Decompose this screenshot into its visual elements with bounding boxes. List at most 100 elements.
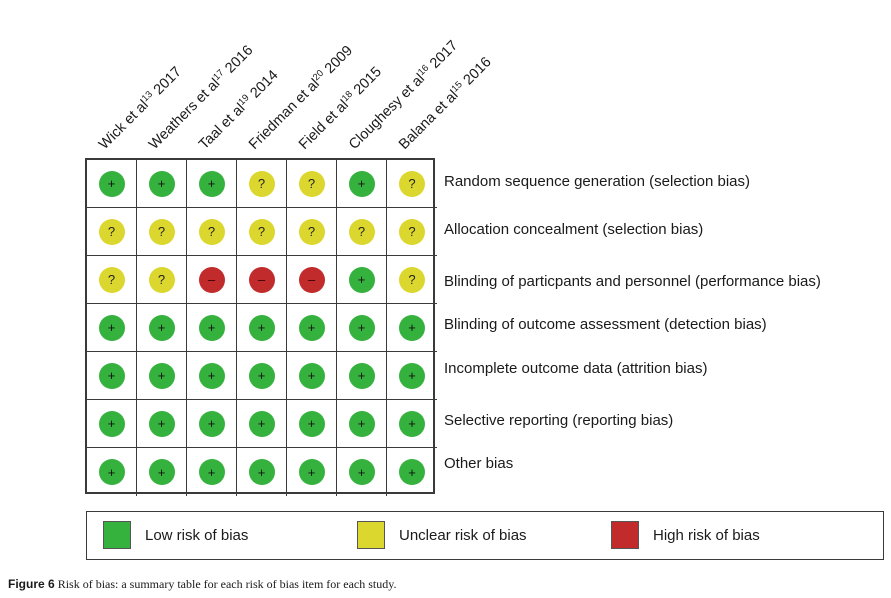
grid-cell: + — [337, 160, 387, 208]
bias-item-label: Blinding of outcome assessment (detectio… — [444, 316, 767, 333]
unclear-risk-dot: ? — [98, 266, 125, 293]
study-year: 2015 — [350, 63, 385, 99]
low-risk-dot: + — [348, 410, 375, 437]
unclear-risk-dot: ? — [148, 266, 175, 293]
unclear-risk-dot: ? — [298, 218, 325, 245]
grid-cell: + — [287, 304, 337, 352]
bias-item-label: Random sequence generation (selection bi… — [444, 173, 751, 190]
grid-cell: + — [387, 304, 437, 352]
grid-cell: + — [137, 400, 187, 448]
unclear-risk-dot: ? — [98, 218, 125, 245]
grid-cell: ? — [137, 208, 187, 256]
grid-cell: + — [387, 400, 437, 448]
grid-cell: + — [237, 448, 287, 496]
low-risk-dot: + — [399, 362, 425, 389]
study-year: 2017 — [427, 37, 462, 72]
unclear-risk-dot: ? — [248, 218, 275, 245]
study-year: 2016 — [460, 54, 495, 89]
study-year: 2017 — [150, 63, 185, 99]
grid-cell: + — [87, 304, 137, 352]
study-year: 2014 — [247, 67, 282, 102]
low-risk-dot: + — [98, 314, 125, 341]
grid-cell: ? — [237, 208, 287, 256]
low-risk-dot: + — [348, 362, 375, 389]
low-risk-dot: + — [198, 459, 225, 485]
grid-cell: + — [187, 304, 237, 352]
grid-cell: – — [187, 256, 237, 304]
grid-cell: + — [87, 448, 137, 496]
legend-swatch-high — [611, 521, 639, 549]
unclear-risk-dot: ? — [399, 266, 425, 293]
unclear-risk-dot: ? — [198, 218, 225, 245]
grid-cell: ? — [337, 208, 387, 256]
grid-cell: + — [87, 352, 137, 400]
grid-cell: + — [237, 304, 287, 352]
grid-cell: + — [287, 352, 337, 400]
grid-cell: + — [337, 400, 387, 448]
grid-cell: ? — [137, 256, 187, 304]
low-risk-dot: + — [348, 314, 375, 341]
low-risk-dot: + — [198, 410, 225, 437]
grid-cell: + — [387, 352, 437, 400]
low-risk-dot: + — [248, 459, 275, 485]
low-risk-dot: + — [399, 314, 425, 341]
legend-item-high: High risk of bias — [611, 521, 760, 549]
grid-cell: + — [187, 448, 237, 496]
low-risk-dot: + — [399, 410, 425, 437]
risk-of-bias-grid: + + +?? +?????????? – – – +? + + + + + + + + + + + + + + + + + + +… — [85, 158, 437, 496]
legend: Low risk of bias Unclear risk of bias Hi… — [86, 511, 884, 560]
figure-caption: Figure 6 Risk of bias: a summary table f… — [8, 577, 396, 592]
bias-item-label: Allocation concealment (selection bias) — [444, 221, 704, 238]
grid-cell: + — [87, 160, 137, 208]
high-risk-dot: – — [298, 266, 325, 293]
grid-cell: ? — [387, 208, 437, 256]
unclear-risk-dot: ? — [399, 218, 425, 245]
grid-cell: + — [187, 352, 237, 400]
low-risk-dot: + — [98, 410, 125, 437]
grid-cell: + — [187, 400, 237, 448]
low-risk-dot: + — [198, 314, 225, 341]
unclear-risk-dot: ? — [248, 170, 275, 197]
study-name: Wick et al — [96, 97, 152, 153]
grid-cell: + — [187, 160, 237, 208]
low-risk-dot: + — [148, 170, 175, 197]
high-risk-dot: – — [198, 266, 225, 293]
low-risk-dot: + — [98, 170, 125, 197]
grid-cell: ? — [387, 160, 437, 208]
low-risk-dot: + — [148, 314, 175, 341]
legend-item-unclear: Unclear risk of bias — [357, 521, 527, 549]
grid-cell: ? — [87, 256, 137, 304]
legend-label-low: Low risk of bias — [145, 526, 249, 544]
low-risk-dot: + — [198, 170, 225, 197]
low-risk-dot: + — [348, 170, 375, 197]
low-risk-dot: + — [98, 459, 125, 485]
legend-label-high: High risk of bias — [653, 526, 760, 544]
grid-cell: ? — [387, 256, 437, 304]
bias-item-label: Incomplete outcome data (attrition bias) — [444, 360, 708, 377]
unclear-risk-dot: ? — [298, 170, 325, 197]
low-risk-dot: + — [298, 362, 325, 389]
grid-cell: ? — [187, 208, 237, 256]
figure-caption-text: Risk of bias: a summary table for each r… — [54, 577, 397, 591]
legend-label-unclear: Unclear risk of bias — [399, 526, 527, 544]
study-year: 2016 — [222, 42, 257, 77]
grid-cell: + — [337, 448, 387, 496]
unclear-risk-dot: ? — [348, 218, 375, 245]
grid-cell: + — [337, 304, 387, 352]
unclear-risk-dot: ? — [148, 218, 175, 245]
grid-cell: + — [237, 352, 287, 400]
legend-swatch-low — [103, 521, 131, 549]
grid-cell: + — [87, 400, 137, 448]
grid-cell: + — [337, 256, 387, 304]
grid-cell: + — [387, 448, 437, 496]
low-risk-dot: + — [148, 459, 175, 485]
grid-cell: + — [237, 400, 287, 448]
bias-item-label: Blinding of particpants and personnel (p… — [444, 273, 821, 290]
grid-cell: ? — [87, 208, 137, 256]
low-risk-dot: + — [248, 410, 275, 437]
grid-cell: + — [287, 448, 337, 496]
low-risk-dot: + — [298, 314, 325, 341]
study-header: Wick et al13 2017 — [96, 63, 185, 153]
grid-cell: + — [287, 400, 337, 448]
study-year: 2009 — [321, 42, 357, 77]
